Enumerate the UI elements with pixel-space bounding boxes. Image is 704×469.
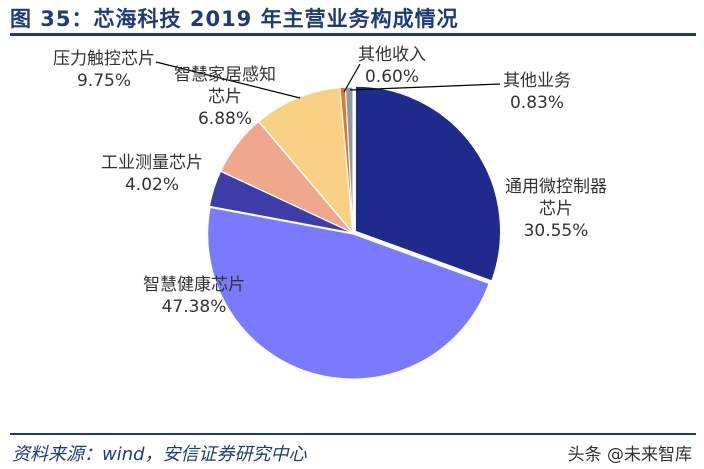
slice-value: 6.88% — [197, 109, 252, 129]
slice-name: 智慧健康芯片 — [143, 275, 245, 295]
slice-value: 4.02% — [124, 175, 179, 195]
label-other-business: 其他业务 0.83% — [503, 70, 571, 114]
pie-slice — [354, 85, 501, 282]
label-smarthome: 智慧家居感知芯片 6.88% — [170, 64, 280, 130]
slice-value: 0.60% — [364, 67, 419, 87]
slice-value: 0.83% — [509, 93, 564, 113]
leader-line — [349, 83, 501, 91]
pie-slice — [344, 86, 354, 233]
label-other-income: 其他收入 0.60% — [358, 44, 426, 88]
slice-name: 通用微控制器芯片 — [505, 177, 607, 219]
slice-value: 30.55% — [523, 221, 589, 241]
watermark: 头条 @未来智库 — [567, 445, 692, 465]
source-note: 资料来源：wind，安信证券研究中心 — [12, 444, 307, 465]
label-health: 智慧健康芯片 47.38% — [142, 274, 246, 318]
slice-name: 工业测量芯片 — [101, 153, 203, 173]
slice-name: 压力触控芯片 — [53, 49, 155, 69]
figure-title: 图 35：芯海科技 2019 年主营业务构成情况 — [10, 7, 459, 31]
footer-rule — [10, 433, 696, 435]
leader-line — [155, 61, 301, 99]
slice-name: 智慧家居感知芯片 — [174, 65, 276, 107]
pie-slice — [207, 206, 490, 380]
label-mcu: 通用微控制器芯片 30.55% — [496, 176, 616, 242]
slice-name: 其他收入 — [358, 45, 426, 65]
slice-value: 9.75% — [76, 71, 131, 91]
slice-value: 47.38% — [161, 297, 227, 317]
label-industrial: 工业测量芯片 4.02% — [100, 152, 204, 196]
pie-slice — [258, 87, 354, 234]
slice-name: 其他业务 — [503, 71, 571, 91]
leader-line — [343, 63, 361, 93]
title-rule — [10, 33, 696, 36]
label-pressure: 压力触控芯片 9.75% — [44, 48, 164, 92]
pie-slice — [220, 121, 353, 233]
